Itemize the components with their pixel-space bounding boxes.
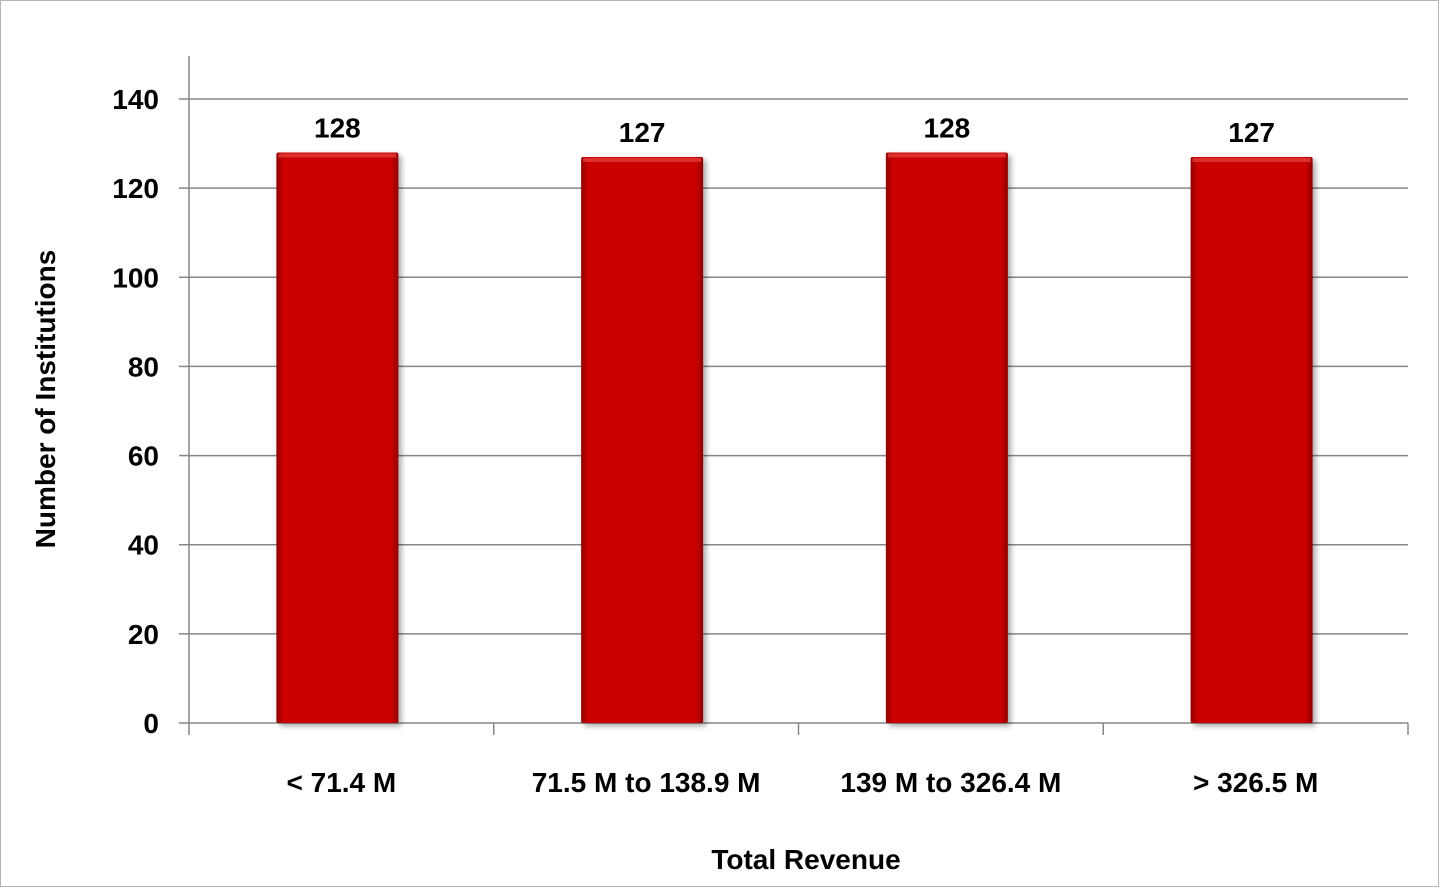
bars [276, 152, 1313, 723]
bar-highlight [1192, 157, 1311, 162]
data-label: 128 [924, 112, 971, 143]
x-tick-label: 139 M to 326.4 M [840, 767, 1061, 798]
bar [276, 152, 399, 723]
y-tick-label: 120 [112, 173, 159, 204]
y-axis-title: Number of Institutions [30, 250, 61, 549]
bar [885, 152, 1008, 723]
y-tick-label: 140 [112, 84, 159, 115]
bar-highlight [278, 153, 397, 158]
y-tick-label: 60 [128, 441, 159, 472]
data-label: 127 [619, 117, 666, 148]
x-axis-title: Total Revenue [711, 844, 900, 875]
bar [581, 156, 704, 723]
y-tick-label: 80 [128, 351, 159, 382]
y-tick-label: 20 [128, 619, 159, 650]
y-tick-label: 100 [112, 262, 159, 293]
y-tick-label: 0 [143, 708, 159, 739]
x-tick-label: 71.5 M to 138.9 M [532, 767, 761, 798]
bar-highlight [583, 157, 702, 162]
data-label: 128 [314, 112, 361, 143]
data-label: 127 [1228, 117, 1275, 148]
x-tick-label: < 71.4 M [287, 767, 397, 798]
bar-highlight [887, 153, 1006, 158]
y-tick-label: 40 [128, 530, 159, 561]
labels: 0 20 40 60 80 100 120 140 128 < 71.4 M 127 71.5 M t… [112, 84, 1318, 798]
bar [1190, 156, 1313, 723]
x-tick-label: > 326.5 M [1193, 767, 1318, 798]
